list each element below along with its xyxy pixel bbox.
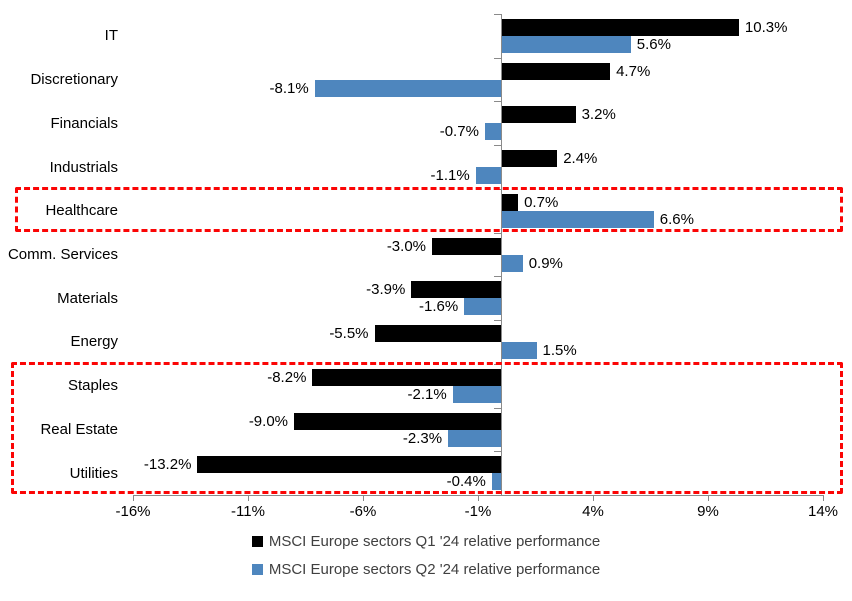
q2-bar-healthcare: [502, 210, 654, 228]
data-label: -8.1%: [269, 79, 309, 97]
legend-item: MSCI Europe sectors Q1 '24 relative perf…: [251, 531, 601, 552]
category-label: Utilities: [69, 464, 118, 482]
category-axis-tick: [494, 276, 501, 278]
data-label: 3.2%: [581, 106, 616, 124]
q2-bar-industrials: [475, 167, 501, 185]
q1-bar-industrials: [502, 150, 558, 168]
q1-bar-financials: [502, 106, 576, 124]
q2-bar-staples: [452, 385, 501, 403]
x-axis-tick-label: 14%: [807, 503, 839, 520]
value-axis-tick: [593, 495, 594, 501]
x-axis-tick-label: 4%: [582, 503, 604, 520]
legend: MSCI Europe sectors Q1 '24 relative perf…: [0, 531, 852, 580]
q1-bar-materials: [411, 281, 501, 299]
data-label: -0.7%: [439, 123, 479, 141]
data-label: 5.6%: [636, 36, 671, 53]
category-axis-tick: [494, 14, 501, 15]
value-axis-tick: [363, 495, 364, 501]
q1-bar-energy: [374, 325, 501, 343]
value-axis-tick: [478, 495, 479, 501]
x-axis-tick-label: -16%: [115, 503, 151, 520]
category-label: IT: [104, 27, 118, 45]
category-axis-tick: [494, 145, 501, 147]
data-label: -9.0%: [248, 412, 288, 430]
data-label: -3.9%: [366, 281, 406, 299]
data-label: -1.6%: [419, 298, 459, 316]
q1-legend-swatch-icon: [251, 536, 263, 547]
category-axis-tick: [494, 101, 501, 103]
q2-bar-comm-services: [502, 254, 523, 272]
legend-item: MSCI Europe sectors Q2 '24 relative perf…: [251, 559, 601, 580]
category-axis-tick: [494, 320, 501, 322]
x-axis-tick-label: -6%: [349, 503, 377, 520]
category-label: Materials: [57, 289, 118, 307]
legend-label: MSCI Europe sectors Q2 '24 relative perf…: [268, 561, 601, 578]
category-label: Comm. Services: [7, 245, 118, 263]
data-label: -3.0%: [386, 237, 426, 255]
q1-bar-staples: [312, 368, 501, 386]
q2-bar-utilities: [491, 473, 501, 491]
value-axis-tick: [708, 495, 709, 501]
q1-bar-real-estate: [294, 412, 501, 430]
value-axis-tick: [133, 495, 134, 501]
category-label: Staples: [67, 377, 118, 395]
category-label: Discretionary: [30, 71, 118, 89]
y-axis-line: [501, 14, 502, 496]
data-label: 6.6%: [659, 210, 694, 228]
data-label: 0.9%: [528, 254, 563, 272]
q1-bar-comm-services: [432, 237, 501, 255]
data-label: -1.1%: [430, 167, 470, 185]
category-label: Real Estate: [40, 420, 118, 438]
data-label: -2.3%: [402, 429, 443, 447]
data-label: 2.4%: [563, 150, 598, 168]
data-label: -0.4%: [446, 473, 486, 491]
data-label: -2.1%: [407, 385, 447, 403]
q2-bar-energy: [502, 342, 537, 360]
category-label: Financials: [50, 114, 118, 132]
x-axis-tick-label: -1%: [464, 503, 492, 520]
category-axis-tick: [494, 451, 501, 453]
category-axis-tick: [494, 407, 501, 409]
value-axis-tick: [823, 495, 824, 501]
q2-bar-it: [502, 36, 631, 53]
category-axis-tick: [494, 495, 501, 496]
q2-bar-materials: [464, 298, 501, 316]
q2-bar-financials: [484, 123, 501, 141]
data-label: 1.5%: [542, 342, 577, 360]
data-label: 4.7%: [616, 62, 651, 80]
data-label: -13.2%: [143, 456, 192, 474]
data-label: -8.2%: [267, 368, 307, 386]
q1-bar-utilities: [197, 456, 501, 474]
category-label: Healthcare: [45, 202, 118, 220]
highlight-box-healthcare: [15, 187, 843, 232]
q2-bar-real-estate: [448, 429, 501, 447]
q1-bar-it: [502, 19, 739, 36]
value-axis-tick: [248, 495, 249, 501]
q2-legend-swatch-icon: [251, 564, 263, 575]
q1-bar-discretionary: [502, 62, 611, 80]
data-label: -5.5%: [329, 325, 369, 343]
category-axis-tick: [494, 57, 501, 59]
x-axis-tick-label: -11%: [231, 503, 265, 520]
data-label: 10.3%: [744, 19, 788, 36]
highlight-box-staples-realestate-utilities: [11, 362, 843, 494]
category-label: Energy: [70, 333, 118, 351]
q2-bar-discretionary: [314, 79, 501, 97]
x-axis-tick-label: 9%: [697, 503, 719, 520]
category-label: Industrials: [49, 158, 118, 176]
legend-label: MSCI Europe sectors Q1 '24 relative perf…: [268, 533, 601, 550]
q1-bar-healthcare: [502, 193, 519, 211]
data-label: 0.7%: [524, 193, 559, 211]
category-axis-tick: [494, 232, 501, 234]
